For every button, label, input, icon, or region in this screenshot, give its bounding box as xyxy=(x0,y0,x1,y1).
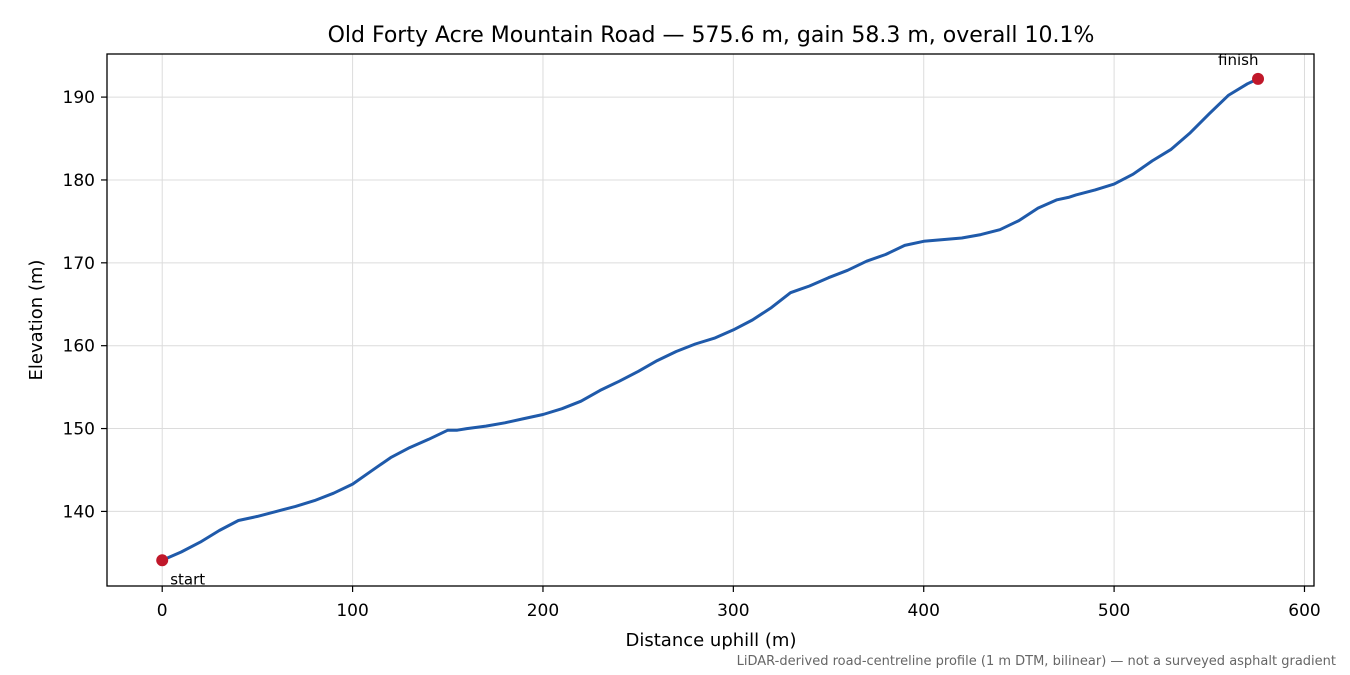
y-tick-label: 150 xyxy=(63,420,95,440)
x-tick-label: 500 xyxy=(1098,601,1130,621)
x-tick-label: 0 xyxy=(157,601,168,621)
start-marker xyxy=(156,554,169,567)
plot-series xyxy=(160,77,1260,562)
x-axis-label: Distance uphill (m) xyxy=(626,630,797,651)
plot-frame xyxy=(106,53,1315,587)
x-axis-ticks: 0 100 200 300 400 500 600 xyxy=(157,586,1321,621)
finish-marker xyxy=(1252,72,1265,85)
elevation-profile-line xyxy=(160,77,1260,562)
x-tick-label: 600 xyxy=(1288,601,1320,621)
y-axis-label: Elevation (m) xyxy=(26,260,47,381)
x-tick-label: 300 xyxy=(717,601,749,621)
endpoint-markers: start finish xyxy=(156,51,1265,588)
y-tick-label: 160 xyxy=(63,337,95,357)
y-tick-label: 140 xyxy=(63,502,95,522)
y-tick-label: 180 xyxy=(63,171,95,191)
source-footnote: LiDAR-derived road-centreline profile (1… xyxy=(737,654,1336,669)
finish-label: finish xyxy=(1218,51,1258,69)
x-tick-label: 200 xyxy=(527,601,559,621)
chart-title: Old Forty Acre Mountain Road — 575.6 m, … xyxy=(328,23,1095,48)
y-axis-ticks: 140 150 160 170 180 190 xyxy=(63,88,107,522)
y-tick-label: 170 xyxy=(63,254,95,274)
x-tick-label: 400 xyxy=(907,601,939,621)
start-label: start xyxy=(170,570,205,588)
y-tick-label: 190 xyxy=(63,88,95,108)
x-tick-label: 100 xyxy=(336,601,368,621)
grid xyxy=(107,54,1314,586)
